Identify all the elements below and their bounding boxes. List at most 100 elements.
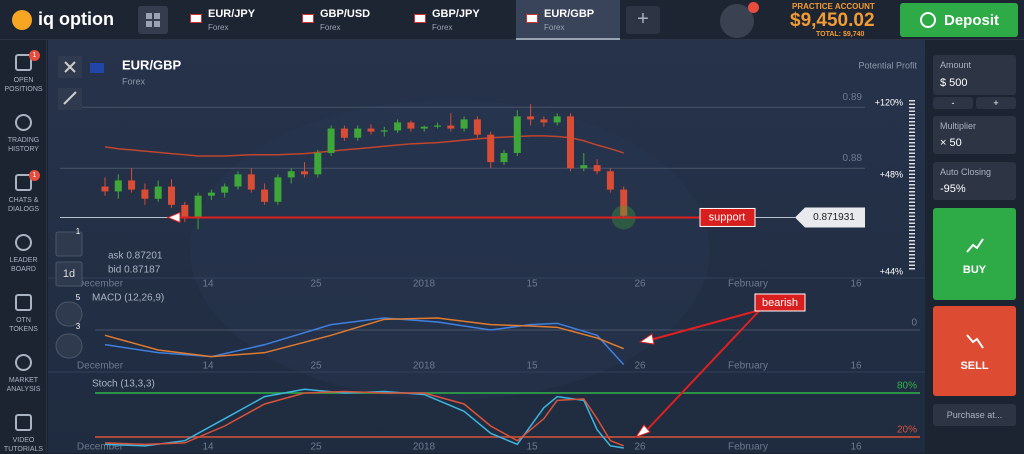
buy-button[interactable]: BUY [933, 208, 1016, 300]
ask: ask 0.87201 [108, 251, 163, 262]
side-label: TOKENS [9, 326, 38, 333]
candle-body [620, 189, 628, 216]
stoch-tick-label: 20% [897, 425, 917, 436]
bearish-box [754, 293, 806, 312]
current-price: 0.871931 [813, 212, 855, 223]
x-tick-label: 26 [634, 442, 646, 453]
tab-flag [190, 14, 202, 23]
bid: bid 0.87187 [108, 265, 161, 276]
candle-body [580, 165, 588, 169]
side-icon[interactable] [15, 354, 32, 371]
profit-tick: +120% [875, 97, 903, 107]
profit-tick: +48% [880, 169, 903, 179]
candle-body [261, 189, 269, 202]
tool-button [55, 261, 83, 287]
tab-type: Forex [432, 23, 453, 32]
tab[interactable]: GBP/JPY Forex [404, 0, 508, 40]
candle-body [247, 174, 255, 190]
side-label: OPEN [13, 77, 34, 84]
candle-body [500, 152, 508, 163]
side-icon[interactable] [15, 174, 32, 191]
expand-icon [63, 91, 77, 105]
side-label: CHATS & [8, 197, 39, 204]
x-tick-label: December [77, 279, 124, 290]
candle-body [567, 116, 574, 169]
bearish-arrow [644, 309, 761, 433]
multiplier-box[interactable]: Multiplier × 50 [933, 116, 1016, 154]
tool-badge: 1 [76, 227, 81, 236]
grid-button[interactable] [138, 6, 168, 34]
purchase-at[interactable]: Purchase at... [933, 404, 1016, 426]
x-tick-label: 15 [526, 361, 538, 372]
logo-icon [12, 10, 32, 30]
support-box [699, 207, 756, 227]
candle-body [553, 116, 561, 123]
profit-tick: +44% [880, 266, 903, 276]
amount-box[interactable]: Amount $ 500 [933, 55, 1016, 95]
pair-type: Forex [122, 76, 146, 86]
y-tick-label: 0.89 [843, 92, 863, 103]
candle-body [194, 195, 202, 219]
x-tick-label: 26 [634, 279, 646, 290]
tool-button [55, 301, 83, 327]
candle-body [380, 130, 388, 132]
candle-body [487, 134, 495, 163]
auto-closing-box[interactable]: Auto Closing -95% [933, 162, 1016, 200]
grid-icon [146, 13, 160, 27]
side-icon[interactable] [15, 114, 32, 131]
bearish-head-1 [638, 333, 655, 345]
tab-pair: GBP/JPY [432, 8, 480, 20]
candle-body [274, 177, 282, 202]
price-box [795, 207, 865, 228]
candle-body [168, 186, 175, 205]
bearish-head-2 [634, 424, 651, 438]
sell-icon [966, 334, 984, 349]
side-icon[interactable] [15, 54, 32, 71]
plus[interactable]: + [976, 97, 1016, 109]
side-label: VIDEO [12, 437, 35, 444]
stoch-label: Stoch (13,3,3) [92, 379, 155, 390]
candle-body [367, 128, 375, 132]
candle-body [154, 186, 162, 199]
tool-button [55, 333, 83, 359]
potential-profit: Potential Profit [858, 60, 917, 70]
candle-body [101, 186, 109, 192]
side-label: TUTORIALS [3, 446, 44, 453]
sell-label: SELL [960, 360, 989, 372]
side-label: ANALYSIS [6, 386, 41, 393]
tab-pair: EUR/GBP [544, 8, 595, 20]
side-icon[interactable] [15, 234, 32, 251]
close-icon [64, 61, 76, 73]
candle-body [593, 165, 601, 172]
minus[interactable]: - [933, 97, 973, 109]
moving-average [104, 135, 624, 157]
tab-type: Forex [320, 23, 341, 32]
deposit-button[interactable]: Deposit [900, 3, 1018, 37]
tab[interactable]: EUR/JPY Forex [180, 0, 284, 40]
x-tick-label: 25 [310, 361, 322, 372]
tab[interactable]: GBP/USD Forex [292, 0, 396, 40]
camera-alert [748, 2, 759, 13]
side-badge: 1 [29, 170, 40, 181]
candle-body [606, 171, 614, 190]
candle-body [354, 128, 362, 138]
multiplier: × 50 [940, 137, 962, 149]
tab[interactable]: EUR/GBP Forex [516, 0, 620, 40]
candle-body [447, 125, 455, 129]
auto-closing-label: Auto Closing [940, 167, 992, 177]
x-tick-label: 14 [202, 279, 214, 290]
side-label: MARKET [8, 377, 39, 384]
x-tick-label: 16 [850, 361, 862, 372]
sell-button[interactable]: SELL [933, 306, 1016, 396]
support-arrowhead [166, 211, 181, 224]
trade-panel: Amount $ 500 - + Multiplier × 50 Auto Cl… [925, 40, 1024, 453]
candle-body [540, 119, 548, 123]
side-icon[interactable] [15, 414, 32, 431]
side-icon[interactable] [15, 294, 32, 311]
macd-label: MACD (12,26,9) [92, 293, 164, 304]
x-tick-label: 15 [526, 442, 538, 453]
tab-flag [414, 14, 426, 23]
add-tab[interactable]: + [626, 6, 660, 34]
balance[interactable]: $9,450.02 [790, 10, 875, 31]
total: TOTAL: $9,740 [816, 31, 865, 38]
